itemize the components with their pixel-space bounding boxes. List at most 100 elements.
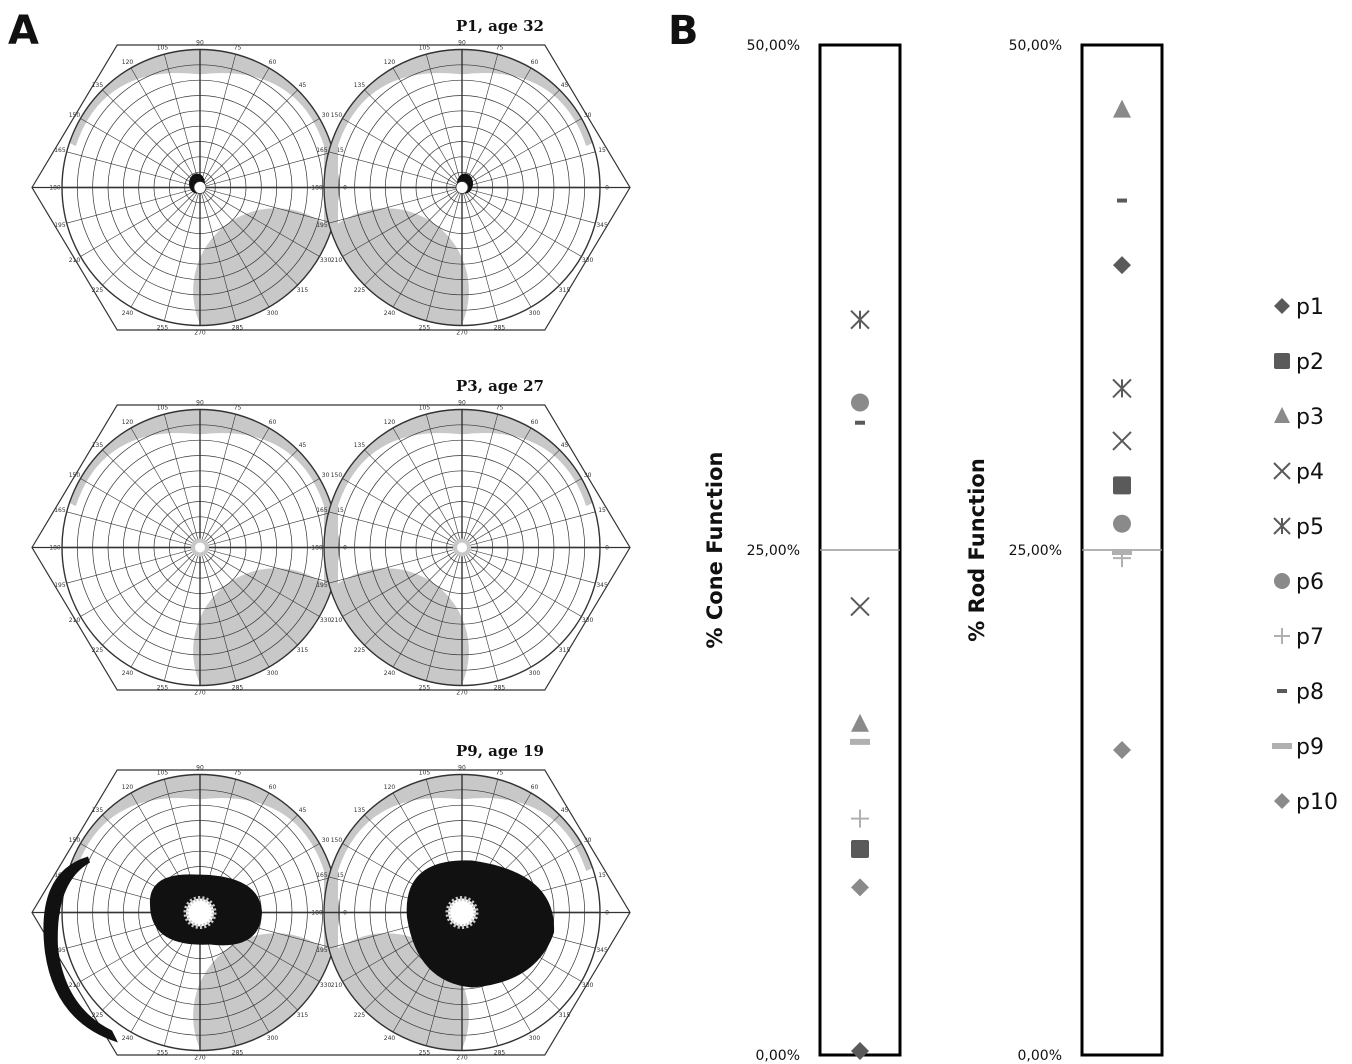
- degree-label: 270: [194, 690, 206, 697]
- grid-spoke: [342, 118, 463, 188]
- grid-spoke: [199, 427, 270, 548]
- legend-label: p1: [1296, 295, 1324, 320]
- degree-label: 15: [598, 872, 606, 879]
- degree-label: 315: [297, 647, 309, 654]
- degree-label: 45: [299, 82, 307, 89]
- visual-fields: 0153045607590105120135150165180195210225…: [31, 17, 631, 1062]
- degree-label: 270: [456, 1055, 468, 1062]
- grid-spoke: [342, 187, 463, 257]
- degree-label: 270: [456, 690, 468, 697]
- legend-marker: [1274, 628, 1290, 644]
- degree-label: 30: [584, 112, 592, 119]
- degree-label: 105: [157, 404, 169, 411]
- grid-spoke: [130, 547, 201, 668]
- grid-spoke: [364, 547, 463, 646]
- degree-label: 330: [582, 257, 594, 264]
- degree-label: 300: [529, 310, 541, 317]
- legend-marker: [1274, 298, 1290, 314]
- degree-label: 195: [316, 947, 328, 954]
- point-p5: [850, 310, 870, 330]
- degree-label: 135: [354, 82, 366, 89]
- degree-label: 195: [316, 222, 328, 229]
- degree-label: 135: [92, 807, 104, 814]
- degree-label: 90: [458, 400, 466, 407]
- point-p7: [851, 809, 869, 828]
- degree-label: 105: [419, 404, 431, 411]
- degree-label: 180: [311, 185, 323, 192]
- spared-center: [186, 898, 214, 927]
- degree-label: 45: [561, 807, 569, 814]
- grid-spoke: [364, 89, 463, 188]
- degree-label: 330: [320, 617, 332, 624]
- field-border: [323, 48, 601, 327]
- point-p1: [1113, 256, 1131, 275]
- degree-label: 0: [605, 545, 609, 552]
- degree-label: 270: [194, 330, 206, 337]
- visual-field-pair: 0 15 30 45 60 75 90 105 120 135 150 165 180 195 210 225…: [31, 17, 631, 337]
- shade-inferior: [193, 568, 338, 686]
- degree-label: 15: [336, 872, 344, 879]
- legend-label: p6: [1296, 570, 1324, 595]
- legend-marker: [1274, 793, 1290, 809]
- grid-spoke: [163, 187, 201, 321]
- degree-label: 315: [297, 1012, 309, 1019]
- grid-spoke: [199, 54, 237, 188]
- grid-spoke: [199, 187, 334, 224]
- degree-label: 240: [384, 310, 396, 317]
- grid-spoke: [102, 89, 201, 188]
- eye-field-right: 0 15 30 45 60 75 90 105 120 135 150 165 180 195 210 225…: [311, 40, 609, 337]
- degree-label: 180: [311, 910, 323, 917]
- degree-label: 135: [354, 807, 366, 814]
- grid-spoke: [102, 449, 201, 548]
- degree-label: 330: [582, 617, 594, 624]
- degree-label: 150: [69, 472, 81, 479]
- degree-label: 90: [196, 765, 204, 772]
- shade-inferior: [193, 208, 338, 326]
- shade-superior: [324, 409, 462, 507]
- grid-spoke: [461, 54, 499, 188]
- legend-marker: [1273, 517, 1291, 535]
- degree-labels: 0 15 30 45 60 75 90 105 120 135 150 165 180 195 210 225…: [311, 40, 609, 337]
- degree-label: 345: [596, 947, 608, 954]
- degree-label: 15: [336, 507, 344, 514]
- degree-label: 0: [605, 910, 609, 917]
- shade-superior: [324, 774, 462, 872]
- shade-inferior: [193, 933, 338, 1051]
- scatter-chart: 0,00% 25,00% 50,00% % Cone Function: [703, 38, 902, 1064]
- degree-label: 120: [122, 419, 134, 426]
- degree-label: 180: [49, 185, 61, 192]
- degree-label: 45: [561, 82, 569, 89]
- degree-label: 195: [316, 582, 328, 589]
- grid-spoke: [163, 414, 201, 548]
- grid-spoke: [199, 151, 334, 188]
- degree-label: 165: [316, 507, 328, 514]
- grid-spoke: [461, 414, 499, 548]
- fixation-spot: [195, 542, 205, 553]
- degree-label: 345: [596, 582, 608, 589]
- eye-field-right: 0 15 30 45 60 75 90 105 120 135 150 165 180 195 210 225…: [311, 400, 609, 697]
- degree-label: 90: [196, 40, 204, 47]
- grid-spoke: [130, 427, 201, 548]
- degree-label: 75: [496, 769, 504, 776]
- shade-superior: [62, 774, 200, 872]
- degree-label: 60: [531, 59, 539, 66]
- degree-label: 195: [54, 222, 66, 229]
- degree-label: 255: [419, 685, 431, 692]
- degree-label: 75: [234, 769, 242, 776]
- point-p4: [850, 596, 870, 617]
- degree-label: 105: [419, 769, 431, 776]
- point-p9: [850, 738, 870, 745]
- grid-spoke: [199, 547, 298, 646]
- ring-scotoma: [406, 860, 555, 988]
- legend-label: p4: [1296, 460, 1324, 485]
- grid-spoke: [199, 547, 270, 668]
- panel-b-label: B: [668, 8, 699, 54]
- degree-label: 210: [331, 617, 343, 624]
- legend-item-p8: p8: [1277, 680, 1324, 705]
- grid-spoke: [461, 118, 582, 188]
- degree-label: 330: [320, 257, 332, 264]
- degree-label: 330: [320, 982, 332, 989]
- shade-superior-2: [200, 409, 338, 507]
- degree-label: 150: [331, 112, 343, 119]
- center-ring: [445, 896, 479, 929]
